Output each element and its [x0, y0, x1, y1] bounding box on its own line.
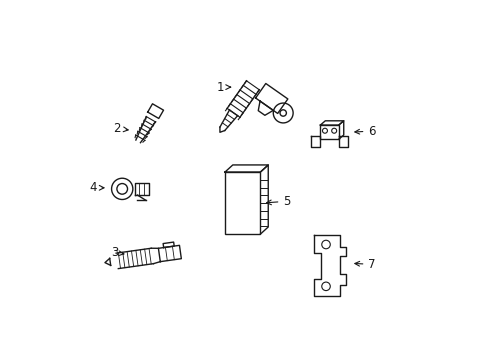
Bar — [224, 172, 260, 234]
Text: 7: 7 — [354, 258, 375, 271]
Text: 3: 3 — [110, 246, 123, 259]
Text: 2: 2 — [113, 122, 128, 135]
Text: 1: 1 — [216, 81, 230, 94]
Bar — [320, 125, 338, 139]
Text: 5: 5 — [266, 195, 290, 208]
Text: 4: 4 — [89, 181, 104, 194]
Text: 6: 6 — [354, 125, 375, 138]
